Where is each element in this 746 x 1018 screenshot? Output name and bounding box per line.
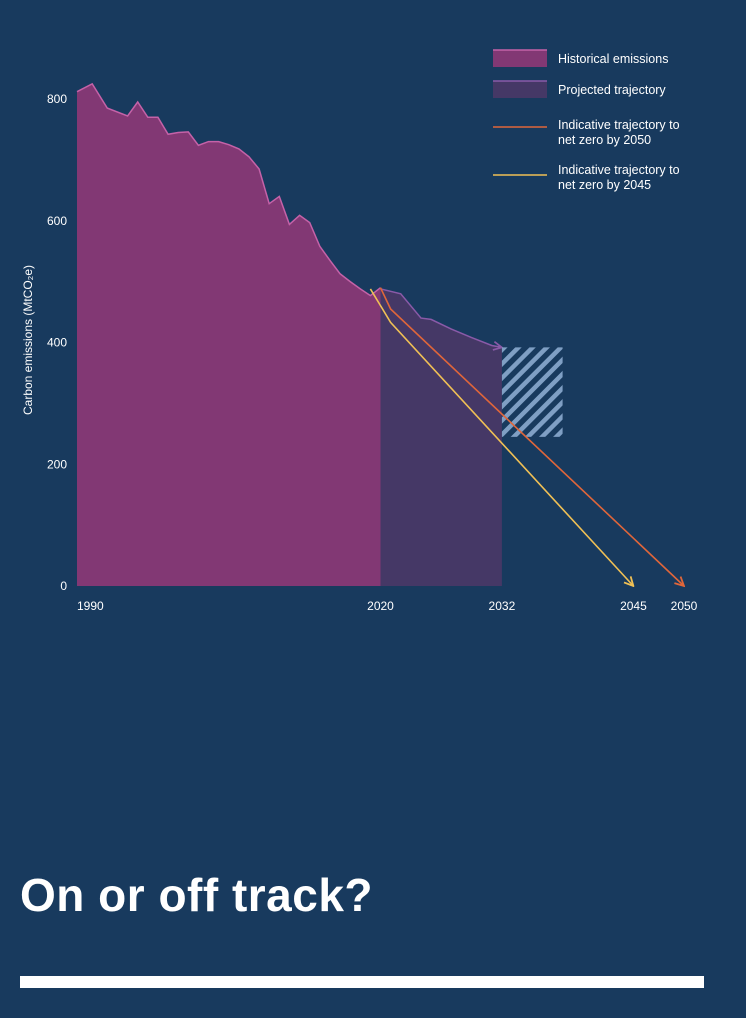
- y-axis-label: Carbon emissions (MtCO₂e): [21, 265, 35, 415]
- uncertainty-range-hatch: [501, 347, 563, 437]
- legend-swatch-historical: [493, 50, 547, 67]
- projected-trajectory-line: [380, 288, 502, 348]
- legend-label-2045-line1: Indicative trajectory to: [558, 163, 680, 177]
- y-tick-600: 600: [47, 214, 67, 228]
- page-title: On or off track?: [20, 869, 374, 921]
- projected-trajectory-area: [380, 288, 502, 586]
- legend: Historical emissions Projected trajector…: [493, 49, 680, 192]
- x-tick-2050: 2050: [671, 599, 698, 613]
- legend-label-projected: Projected trajectory: [558, 83, 666, 97]
- y-tick-0: 0: [60, 579, 67, 593]
- bottom-rule: [20, 976, 704, 988]
- y-tick-400: 400: [47, 336, 67, 350]
- legend-label-2050-line1: Indicative trajectory to: [558, 118, 680, 132]
- y-tick-200: 200: [47, 457, 67, 471]
- legend-label-historical: Historical emissions: [558, 52, 668, 66]
- historical-emissions-area: [77, 83, 381, 587]
- x-tick-2045: 2045: [620, 599, 647, 613]
- historical-emissions-line: [76, 82, 381, 297]
- legend-swatch-projected: [493, 81, 547, 98]
- x-tick-2032: 2032: [489, 599, 516, 613]
- y-tick-800: 800: [47, 92, 67, 106]
- net-zero-2045-line: [369, 288, 633, 586]
- legend-label-2045-line2: net zero by 2045: [558, 178, 651, 192]
- x-tick-1990: 1990: [77, 599, 104, 613]
- emissions-chart: Carbon emissions (MtCO₂e) 800 600 400 20…: [21, 49, 698, 613]
- net-zero-2050-line: [379, 287, 685, 586]
- legend-label-2050-line2: net zero by 2050: [558, 133, 651, 147]
- x-tick-2020: 2020: [367, 599, 394, 613]
